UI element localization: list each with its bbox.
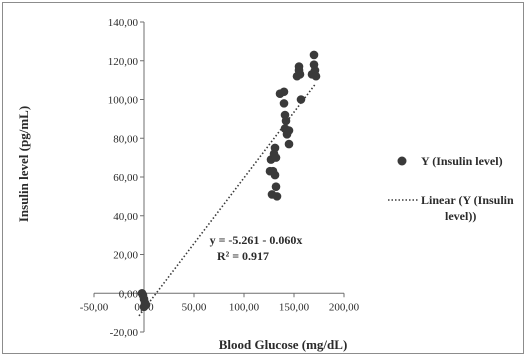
axes-group: -20,00 0,00 20,00 40,00 60,00 80,00 100,00 120,…: [80, 17, 360, 339]
x-tick-label: 200,00: [329, 301, 360, 313]
trendline-group: [138, 82, 317, 317]
x-tick-label: 150,00: [279, 301, 310, 313]
y-tick-label: 120,00: [108, 56, 139, 68]
y-tick-label: 40,00: [113, 211, 138, 223]
x-tick-label: 50,00: [182, 301, 207, 313]
legend-label-trendline-line2: level)): [445, 209, 476, 223]
y-tick-label: 20,00: [113, 250, 138, 262]
data-point: [272, 192, 282, 201]
x-tick-label: -50,00: [80, 301, 109, 313]
trendline-r2: R² = 0.917: [217, 249, 269, 263]
data-point: [309, 50, 319, 60]
data-point: [296, 95, 306, 104]
y-tick-label: 60,00: [113, 172, 138, 184]
data-point: [141, 300, 151, 310]
data-point: [279, 99, 289, 108]
y-tick-label: 80,00: [113, 133, 138, 145]
data-points-group: [137, 50, 321, 312]
chart-frame: -20,00 0,00 20,00 40,00 60,00 80,00 100,00 120,…: [2, 2, 524, 354]
y-tick-label: -20,00: [110, 327, 139, 339]
x-tick-label: 100,00: [229, 301, 260, 313]
data-point: [284, 139, 294, 149]
data-point: [284, 126, 294, 135]
x-axis-label: Blood Glucose (mg/dL): [219, 337, 348, 352]
y-tick-label: 140,00: [108, 17, 139, 29]
data-point: [279, 87, 289, 97]
data-point: [295, 70, 305, 79]
legend-label-trendline: Linear (Y (Insulin level)): [421, 193, 517, 223]
legend: Y (Insulin level) Linear (Y (Insulin lev…: [388, 154, 517, 223]
y-tick-label: 0,00: [119, 288, 139, 300]
data-point: [311, 71, 321, 81]
data-point: [271, 182, 281, 191]
data-point: [270, 143, 280, 153]
scatter-chart: -20,00 0,00 20,00 40,00 60,00 80,00 100,00 120,…: [16, 17, 517, 352]
data-point: [270, 170, 280, 180]
legend-label-trendline-line1: Linear (Y (Insulin: [421, 193, 514, 207]
data-point: [271, 153, 281, 162]
trendline-equation: y = -5.261 - 0.060x: [210, 233, 303, 247]
y-tick-label: 100,00: [108, 95, 139, 107]
legend-label-points: Y (Insulin level): [421, 154, 503, 168]
trendline: [138, 82, 317, 317]
legend-marker-points: [397, 156, 407, 166]
data-point: [281, 116, 291, 126]
y-axis-label: Insulin level (pg/mL): [16, 106, 31, 222]
